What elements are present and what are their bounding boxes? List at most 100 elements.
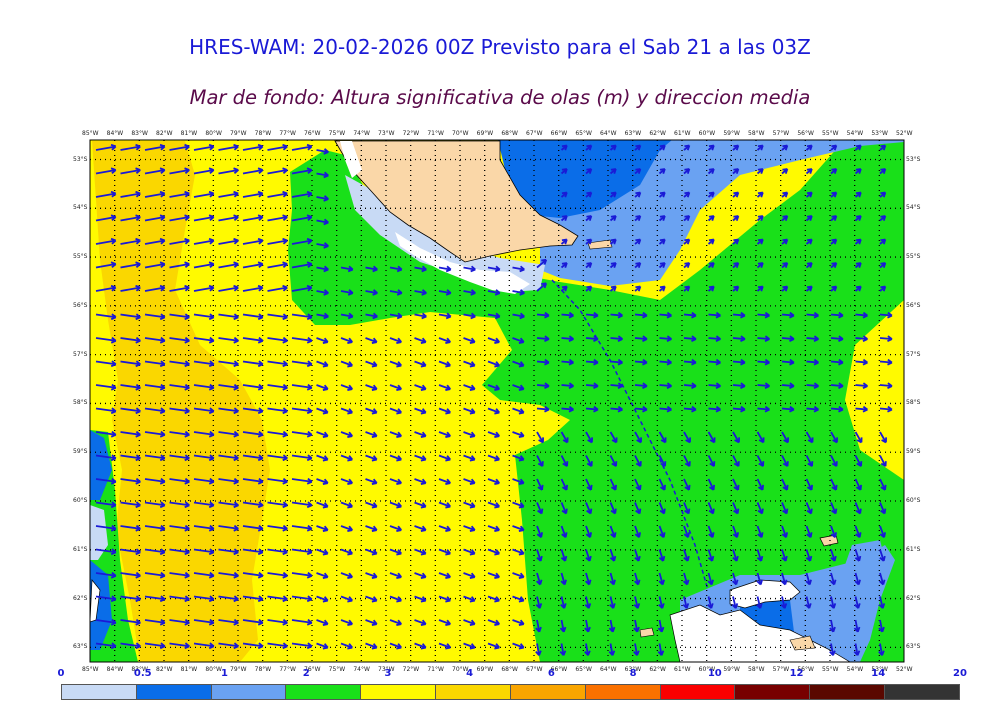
direction-arrow [707, 191, 715, 198]
direction-arrow [463, 289, 476, 296]
direction-arrow [389, 548, 402, 556]
lon-tick-label-top: 65°W [575, 130, 592, 137]
direction-arrow [757, 311, 770, 319]
direction-arrow [560, 431, 569, 444]
lon-tick-label-top: 58°W [748, 130, 765, 137]
direction-arrow [242, 237, 264, 245]
direction-arrow [536, 502, 544, 515]
direction-arrow [536, 431, 544, 444]
direction-arrow [830, 431, 838, 444]
legend-swatch [810, 685, 886, 699]
direction-arrow [609, 455, 618, 467]
direction-arrow [682, 596, 690, 609]
direction-arrow [291, 642, 313, 650]
direction-arrow [683, 215, 691, 222]
legend-swatch [510, 685, 586, 699]
direction-arrow [169, 454, 190, 462]
direction-arrow [169, 407, 190, 415]
direction-arrow [242, 477, 264, 485]
direction-arrow [708, 382, 721, 390]
direction-arrow [879, 549, 886, 562]
lon-tick-label-top: 55°W [822, 130, 839, 137]
direction-arrow [291, 261, 313, 269]
direction-arrow [609, 502, 617, 515]
direction-arrow [267, 313, 288, 321]
direction-arrow [316, 360, 329, 368]
lon-tick-label-top: 63°W [624, 130, 642, 137]
direction-arrow [659, 311, 672, 319]
direction-arrow [561, 358, 574, 366]
direction-arrow [218, 524, 239, 532]
direction-arrow [609, 144, 617, 151]
lat-tick-label-left: 54°S [73, 204, 88, 212]
direction-arrow [781, 285, 789, 292]
direction-arrow [365, 431, 378, 438]
direction-arrow [120, 548, 141, 556]
lon-tick-label-top: 66°W [550, 130, 568, 137]
direction-arrow [169, 143, 190, 151]
legend-tick-label: 8 [629, 668, 637, 679]
direction-arrow [657, 619, 665, 633]
direction-arrow [218, 261, 239, 269]
direction-arrow [414, 431, 427, 438]
direction-arrow [291, 313, 313, 321]
direction-arrow [389, 595, 402, 603]
direction-arrow [487, 407, 500, 415]
direction-arrow [193, 571, 215, 579]
direction-arrow [732, 455, 740, 467]
direction-arrow [95, 190, 117, 198]
direction-arrow [316, 265, 329, 273]
direction-arrow [855, 335, 868, 343]
lon-tick-label-top: 64°W [600, 130, 617, 137]
direction-arrow [463, 312, 476, 320]
direction-arrow [536, 358, 550, 366]
direction-arrow [340, 595, 353, 603]
direction-arrow [535, 619, 542, 633]
direction-arrow [95, 454, 117, 462]
direction-arrow [95, 167, 117, 175]
direction-arrow [463, 572, 476, 579]
direction-arrow [732, 311, 746, 319]
direction-arrow [512, 525, 525, 532]
direction-arrow [658, 144, 666, 151]
direction-arrow [756, 502, 764, 515]
direction-arrow [291, 336, 313, 344]
direction-arrow [169, 313, 190, 321]
direction-arrow [414, 478, 427, 485]
lon-tick-label-top: 80°W [205, 130, 222, 137]
direction-arrow [536, 549, 543, 562]
direction-arrow [193, 430, 215, 438]
direction-arrow [806, 405, 819, 413]
lon-tick-label-top: 53°W [871, 130, 888, 137]
direction-arrow [144, 595, 166, 603]
direction-arrow [169, 284, 190, 292]
legend-tick-label: 0.5 [133, 668, 152, 679]
direction-arrow [634, 502, 642, 515]
direction-arrow [560, 478, 569, 491]
lon-tick-label-top: 57°W [772, 130, 790, 137]
direction-arrow [854, 596, 861, 609]
direction-arrow [610, 382, 623, 390]
direction-arrow [781, 405, 795, 413]
graticule [90, 140, 904, 662]
direction-arrow [805, 431, 814, 444]
legend-swatch [660, 685, 736, 699]
direction-arrow [805, 572, 812, 586]
direction-arrow [340, 525, 353, 532]
direction-arrow [805, 502, 813, 515]
direction-arrow [316, 148, 329, 155]
direction-arrow [389, 312, 403, 320]
direction-arrow [610, 311, 623, 319]
lon-tick-label-bottom: 64°W [600, 666, 617, 673]
lon-tick-label-bottom: 53°W [871, 666, 888, 673]
direction-arrow [781, 168, 789, 175]
direction-arrow [120, 501, 141, 509]
direction-arrow [781, 191, 789, 198]
direction-arrow [512, 572, 525, 579]
direction-arrow [830, 215, 838, 222]
direction-arrow [756, 168, 764, 175]
direction-arrow [267, 618, 288, 626]
direction-arrow [707, 215, 715, 222]
direction-arrow [781, 215, 789, 222]
direction-arrow [756, 549, 764, 562]
